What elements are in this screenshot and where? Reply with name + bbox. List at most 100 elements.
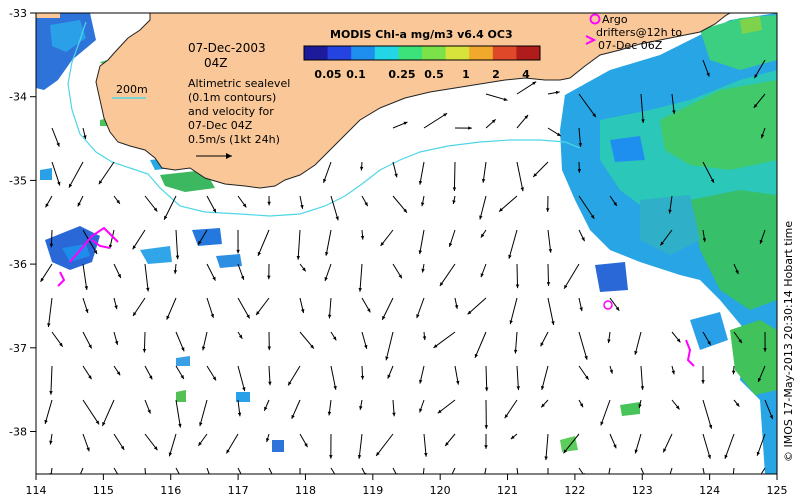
velocity-arrowhead [541, 403, 545, 408]
colorbar-segment [304, 46, 329, 60]
velocity-arrow [724, 433, 735, 459]
velocity-arrow [508, 229, 518, 259]
velocity-arrow [375, 433, 394, 457]
velocity-arrow [578, 467, 584, 474]
velocity-arrowhead [47, 323, 51, 328]
velocity-arrowhead [49, 391, 53, 395]
velocity-arrowhead [660, 241, 664, 246]
velocity-arrowhead [296, 256, 301, 260]
velocity-vectors [40, 59, 774, 487]
velocity-arrowhead [731, 370, 736, 375]
velocity-arrow [392, 467, 397, 474]
velocity-arrowhead [710, 178, 714, 183]
velocity-arrow [330, 195, 339, 221]
velocity-arrowhead [236, 249, 240, 254]
velocity-arrow [439, 263, 456, 287]
argo-legend-line-1: Argo [602, 13, 628, 26]
velocity-arrowhead [300, 204, 304, 209]
velocity-arrowhead [310, 344, 314, 349]
velocity-arrow [433, 331, 456, 349]
velocity-arrowhead [418, 180, 423, 185]
velocity-arrowhead [520, 187, 524, 192]
velocity-arrow [547, 297, 555, 326]
velocity-arrow [50, 365, 53, 395]
velocity-arrow [563, 263, 580, 289]
velocity-arrowhead [515, 284, 520, 289]
velocity-arrowhead [433, 344, 438, 348]
velocity-arrow [600, 399, 611, 426]
velocity-arrowhead [702, 238, 707, 242]
velocity-arrowhead [758, 378, 762, 383]
velocity-arrowhead [77, 202, 81, 207]
velocity-arrowhead [120, 445, 125, 450]
velocity-arrowhead [242, 203, 247, 208]
velocity-arrowhead [199, 422, 203, 427]
argo-legend-arrow [585, 35, 597, 45]
velocity-arrowhead [153, 207, 158, 212]
velocity-arrowhead [638, 404, 642, 408]
velocity-arrowhead [532, 81, 537, 86]
velocity-arrow [516, 263, 519, 289]
sealevel-legend: Altimetric sealevel (0.1m contours) and … [188, 77, 290, 159]
velocity-arrow [206, 467, 210, 474]
y-axis: -33 -34 -35 -36 -37 -38 [9, 7, 36, 439]
velocity-arrowhead [503, 97, 508, 101]
velocity-arrowhead [49, 243, 54, 248]
velocity-arrowhead [272, 477, 275, 481]
velocity-arrow [756, 433, 766, 456]
velocity-arrowhead [499, 207, 503, 212]
velocity-arrowhead [421, 268, 425, 273]
velocity-arrowhead [288, 381, 292, 386]
velocity-arrow [516, 161, 524, 192]
velocity-arrowhead [298, 480, 301, 484]
velocity-arrowhead [201, 346, 206, 351]
depth-legend-label: 200m [116, 83, 148, 96]
velocity-arrowhead [613, 202, 617, 206]
velocity-arrowhead [394, 173, 398, 178]
velocity-arrowhead [509, 320, 513, 325]
velocity-arrowhead [102, 422, 106, 427]
velocity-arrow [237, 467, 242, 474]
land-west-fill [36, 13, 60, 18]
velocity-arrowhead [267, 275, 271, 280]
velocity-arrowhead [304, 443, 308, 448]
velocity-arrow [509, 297, 518, 325]
velocity-arrowhead [360, 235, 365, 240]
sealevel-line-5: 0.5m/s (1kt 24h) [188, 133, 280, 146]
velocity-arrow [547, 263, 550, 286]
velocity-arrowhead [237, 412, 242, 417]
velocity-arrow [702, 433, 711, 459]
velocity-arrowhead [146, 287, 150, 292]
velocity-arrowhead [120, 480, 123, 484]
velocity-arrowhead [609, 369, 613, 374]
colorbar-segment [492, 46, 517, 60]
argo-drifter-tracks [57, 226, 695, 367]
colorbar-segment [445, 46, 470, 60]
velocity-arrowhead [753, 103, 758, 108]
colorbar-segment [351, 46, 376, 60]
x-tick-label: 123 [632, 484, 653, 497]
velocity-arrowhead [708, 424, 713, 429]
velocity-arrow [257, 229, 270, 257]
velocity-arrow [578, 331, 588, 360]
velocity-arrow [516, 467, 519, 474]
velocity-arrowhead [546, 483, 549, 487]
velocity-arrowhead [59, 342, 63, 347]
velocity-arrow [199, 399, 208, 427]
colorbar-tick-label: 0.5 [424, 68, 444, 81]
velocity-arrowhead [581, 237, 585, 242]
argo-legend-line-2: drifters@12h to [596, 26, 682, 39]
velocity-arrow [325, 229, 332, 256]
velocity-arrowhead [117, 274, 121, 279]
velocity-arrowhead [422, 336, 427, 341]
velocity-arrowhead [420, 202, 425, 207]
velocity-arrow [608, 467, 611, 474]
velocity-arrowhead [756, 451, 761, 456]
velocity-arrowhead [323, 178, 327, 183]
velocity-arrow [516, 81, 537, 95]
velocity-arrow [504, 399, 518, 419]
velocity-arrowhead [484, 387, 489, 392]
x-tick-label: 116 [160, 484, 181, 497]
velocity-arrow [237, 297, 251, 319]
